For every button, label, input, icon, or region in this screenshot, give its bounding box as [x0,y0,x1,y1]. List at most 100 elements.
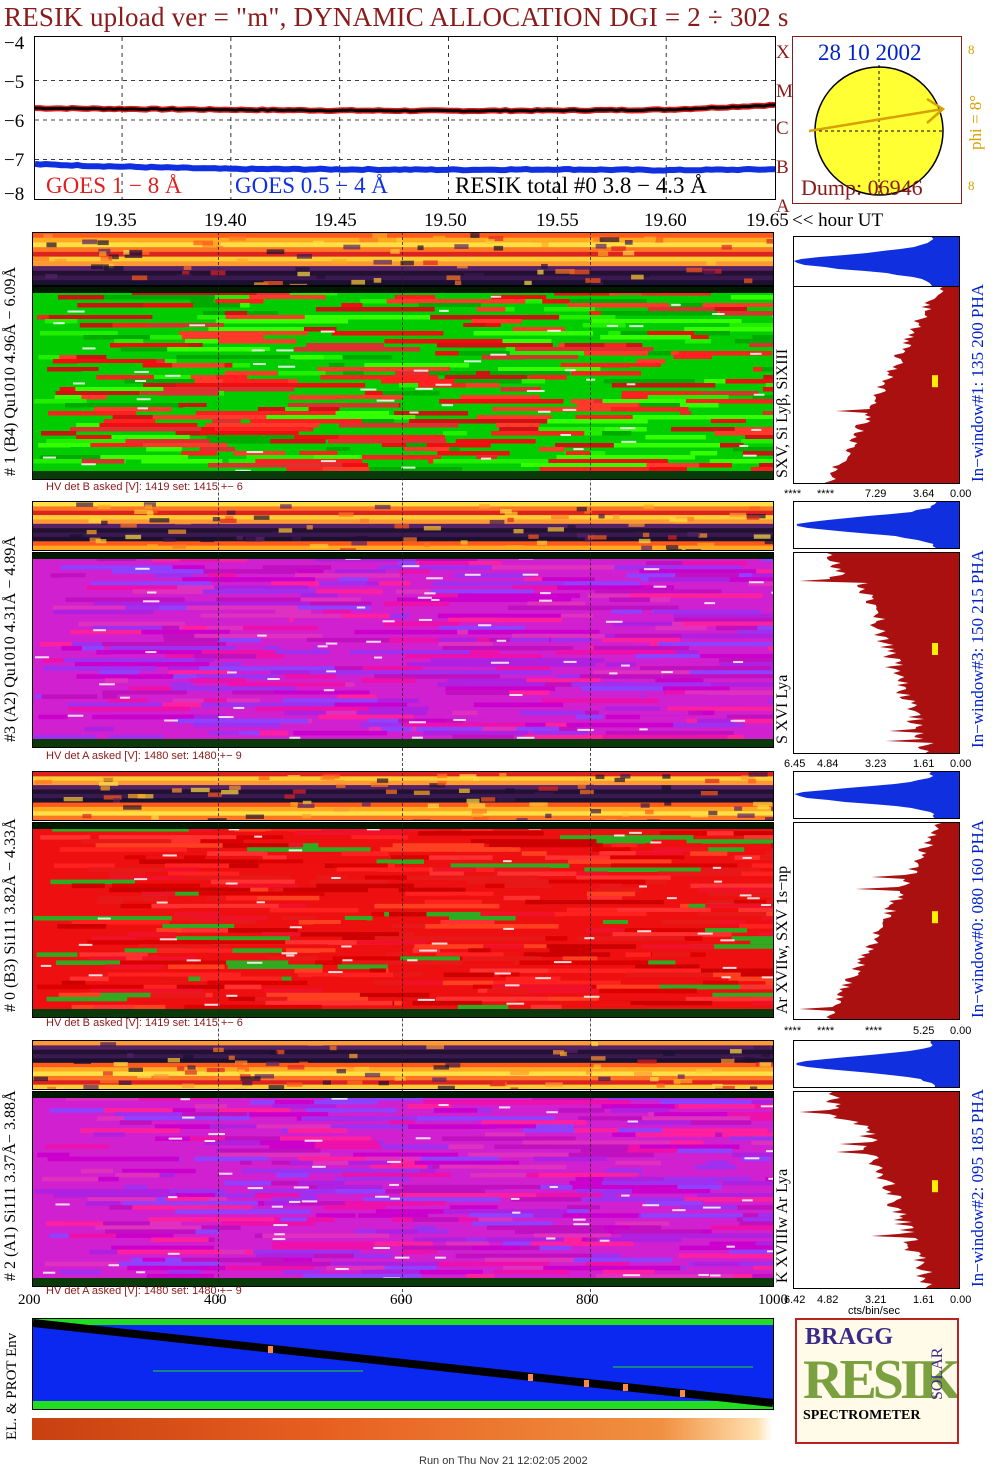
flare-class-letter: B [776,157,789,178]
degree-mark-bottom: 8 [968,178,975,193]
channel-label: #3 (A2) Qu1010 4.31Å − 4.89Å [2,536,19,742]
spectrum-image-panel [32,552,774,748]
hour-tick-label: 19.35 [94,210,137,231]
in-window-label: In−window#3: 150 215 PHA [968,549,987,748]
pha-band-image [33,502,773,550]
pha-histogram-box [793,501,960,549]
pha-histogram-box [793,1040,960,1088]
spectrum-image-panel [32,1091,774,1287]
hour-tick-label: 19.65 [746,210,789,231]
y-tick-label: −6 [4,111,25,132]
page-title: RESIK upload ver = "m", DYNAMIC ALLOCATI… [4,2,789,32]
env-marker [680,1390,685,1397]
env-x-tick-label: 800 [576,1292,599,1308]
spectrum-image [33,287,773,479]
histogram-tick-label: **** [784,488,802,500]
histogram-tick-label: **** [817,1025,835,1037]
pha-band-image [33,1041,773,1089]
env-upper-band [33,1319,773,1325]
pha-band-image [33,772,773,820]
line-id-label: S XVI Lya [774,674,791,744]
histogram-tick-label: 0.00 [950,1025,972,1037]
series-goes-short [34,160,775,174]
histogram-tick-label: 7.29 [865,488,887,500]
line-id-label: SXV, Si Lyβ, SiXIII [774,348,791,478]
env-time-line [33,1319,773,1407]
channel-label: # 1 (B4) Qu1010 4.96Å − 6.09Å [2,266,19,476]
in-window-label: In−window#2: 095 185 PHA [968,1088,987,1287]
window-marker [932,643,938,655]
histogram-tick-label: **** [817,488,835,500]
channel-label: # 2 (A1) Si111 3.37Å− 3.88Å [2,1090,19,1282]
in-window-label: In−window#1: 135 200 PHA [968,283,987,482]
flare-class-letter: M [776,81,793,102]
hour-tick-label: 19.50 [424,210,467,231]
pha-histogram-box [793,771,960,819]
histogram-tick-label: 1.61 [913,1294,935,1306]
env-marker [528,1374,533,1381]
env-x-tick-label: 400 [204,1292,227,1308]
sun-disk-plot [808,65,946,196]
spectrum-histogram-box [793,286,960,484]
pha-band-image [33,233,773,285]
time-gridline [402,232,403,1302]
histogram-tick-label: 0.00 [950,488,972,500]
env-marker [623,1384,628,1391]
legend-resik-total: RESIK total #0 3.8 − 4.3 Å [455,173,707,198]
hv-status-text: HV det B asked [V]: 1419 set: 1415 +− 6 [46,481,243,493]
pha-histogram-box [793,236,960,288]
env-lower-band [33,1401,773,1409]
line-id-label: K XVIIIw Ar Lya [774,1168,791,1283]
env-plot [33,1319,773,1409]
hour-tick-label: 19.60 [644,210,687,231]
window-marker [932,375,938,388]
goes-lightcurve-panel [34,36,776,200]
histogram-tick-label: 0.00 [950,1294,972,1306]
logo-resik: RESIK [803,1349,958,1411]
spectrum-image [33,553,773,747]
y-tick-label: −5 [4,72,25,93]
sun-date: 28 10 2002 [818,40,922,65]
histogram-unit-label: cts/bin/sec [848,1305,900,1317]
histogram-tick-label: 3.64 [913,488,935,500]
spectrum-histogram [824,287,959,483]
hour-unit-label: << hour UT [792,210,884,231]
spectrum-histogram [799,1092,959,1288]
env-x-tick-label: 200 [18,1292,41,1308]
phi-label: phi = 8° [966,94,985,150]
hour-tick-label: 19.45 [314,210,357,231]
histogram-tick-label: 4.82 [817,1294,839,1306]
pha-histogram [796,502,959,548]
histogram-tick-label: **** [784,1025,802,1037]
env-marker [584,1380,589,1387]
histogram-tick-label: 1.61 [913,758,935,770]
hv-status-text: HV det A asked [V]: 1480 set: 1480 +− 9 [46,1285,242,1297]
histogram-tick-label: 6.45 [784,758,806,770]
goes-lightcurve-plot [34,37,776,199]
in-window-label: In−window#0: 080 160 PHA [968,819,987,1018]
histogram-tick-label: 3.23 [865,758,887,770]
time-gridline [590,232,591,1302]
line-id-label: Ar XVIIw, SXV 1s−np [774,865,791,1014]
series-resik-total [35,103,776,113]
window-marker [932,1180,938,1193]
legend-goes-short: GOES 0.5 − 4 Å [235,173,388,198]
y-tick-label: −8 [4,184,25,205]
pha-band-panel [32,232,774,286]
degree-mark-top: 8 [968,42,975,57]
spectrum-image [33,823,773,1017]
spectrum-image [33,1092,773,1286]
spectrum-histogram-box [793,822,960,1020]
flare-class-letter: X [776,42,790,63]
hv-status-text: HV det A asked [V]: 1480 set: 1480 +− 9 [46,750,242,762]
pha-histogram [794,237,959,287]
spectrum-histogram-box [793,1091,960,1289]
spectrum-image-panel [32,286,774,480]
env-marker [268,1346,273,1353]
logo-solar: SOLAR [929,1347,946,1400]
flare-class-letter: C [776,118,789,139]
histogram-tick-label: 0.00 [950,758,972,770]
rotation-arrow [808,107,944,133]
hour-tick-label: 19.55 [536,210,579,231]
